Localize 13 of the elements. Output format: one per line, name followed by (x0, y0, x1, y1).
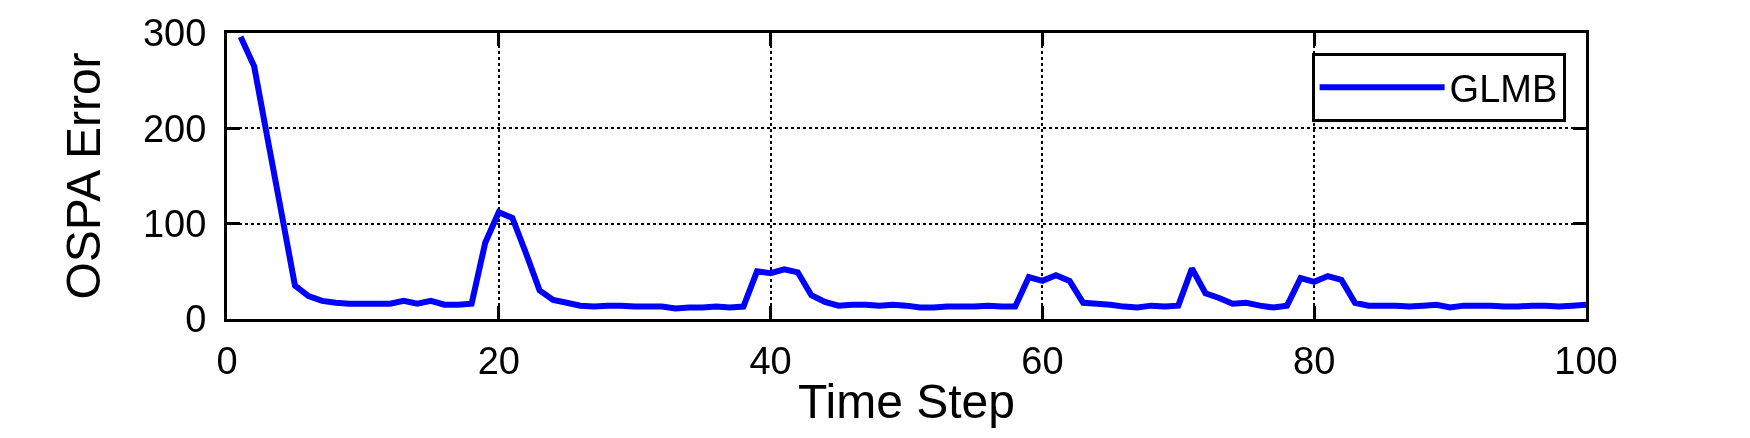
x-tick-label: 80 (1293, 339, 1336, 382)
y-tick-label: 100 (142, 202, 207, 245)
x-tick-label: 20 (477, 339, 520, 382)
x-tick-label: 100 (1554, 339, 1618, 382)
y-tick-label: 200 (142, 107, 207, 150)
x-tick-label: 0 (216, 339, 238, 382)
y-tick-label: 300 (142, 12, 207, 55)
x-tick-label: 40 (749, 339, 792, 382)
x-tick-label: 60 (1021, 339, 1064, 382)
x-axis-title: Time Step (798, 374, 1015, 428)
y-tick-label: 0 (185, 298, 207, 341)
y-axis-title: OSPA Error (56, 52, 110, 300)
legend-label: GLMB (1449, 68, 1558, 111)
